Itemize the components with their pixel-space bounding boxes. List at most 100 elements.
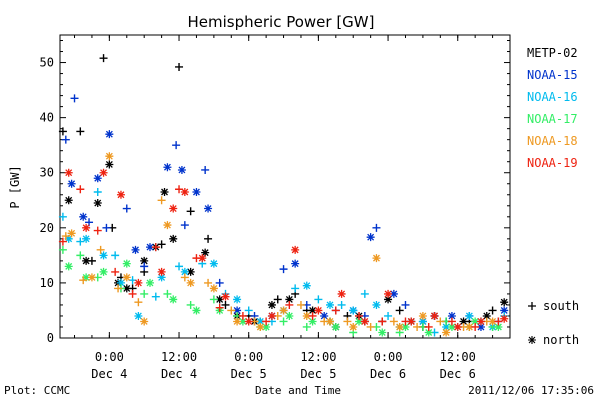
noaa-15-south-point <box>215 278 224 287</box>
noaa-17-north-point <box>262 322 271 331</box>
noaa-17-south-point <box>302 322 311 331</box>
plot-credit: Plot: CCMC <box>4 384 70 397</box>
noaa-15-north-point <box>177 165 186 174</box>
noaa-18-south-point <box>413 322 422 331</box>
noaa-16-north-point <box>302 281 311 290</box>
plot-area <box>59 34 511 339</box>
noaa-15-north-point <box>320 311 329 320</box>
noaa-16-south-point <box>111 251 120 260</box>
x-axis-label: Date and Time <box>255 384 341 397</box>
metp-02-north-point <box>267 300 276 309</box>
noaa-16-north-point <box>82 234 91 243</box>
noaa-19-south-point <box>151 243 160 252</box>
noaa-18-south-point <box>436 317 445 326</box>
metp-02-north-point <box>160 188 169 197</box>
noaa-17-south-point <box>140 289 149 298</box>
metp-02-south-point <box>99 54 108 63</box>
noaa-19-north-point <box>198 254 207 263</box>
x-axis: 0:00 Dec 4 12:00 Dec 4 0:00 Dec 5 12:00 Dec 5 0:… <box>74 35 511 381</box>
noaa-15-north-point <box>93 174 102 183</box>
noaa-16-north-point <box>64 234 73 243</box>
noaa-15-north-point <box>366 233 375 242</box>
noaa-16-north-point <box>418 317 427 326</box>
noaa-19-south-point <box>93 226 102 235</box>
noaa-18-south-point <box>96 245 105 254</box>
metp-02-north-point <box>82 256 91 265</box>
noaa-19-north-point <box>267 311 276 320</box>
noaa-17-north-point <box>169 295 178 304</box>
noaa-16-north-point <box>465 311 474 320</box>
noaa-19-south-point <box>76 185 85 194</box>
noaa-17-south-point <box>58 245 67 254</box>
noaa-16-south-point <box>244 306 253 315</box>
hemisphere-legend: south north <box>528 299 579 347</box>
noaa-19-south-point <box>128 289 137 298</box>
noaa-19-north-point <box>337 289 346 298</box>
metp-02-south-point <box>186 207 195 216</box>
noaa-17-north-point <box>355 317 364 326</box>
noaa-17-north-point <box>146 278 154 287</box>
noaa-18-south-point <box>134 298 143 307</box>
noaa-18-north-point <box>442 328 451 337</box>
noaa-16-south-point <box>58 212 67 221</box>
noaa-17-north-point <box>471 317 480 326</box>
metp-02-north-point <box>186 267 195 276</box>
noaa-19-north-point <box>314 306 323 315</box>
noaa-17-north-point <box>285 311 294 320</box>
noaa-15-south-point <box>70 94 79 103</box>
noaa-17-north-point <box>122 259 131 268</box>
noaa-16-north-point <box>134 311 143 320</box>
metp-02-north-point <box>201 248 210 257</box>
noaa-19-north-point <box>407 317 416 326</box>
noaa-19-south-point <box>378 317 387 326</box>
noaa-16-south-point <box>93 188 102 197</box>
metp-02-south-point <box>488 306 497 315</box>
legend-entry-noaa-17: NOAA-17 <box>527 112 578 126</box>
noaa-15-south-point <box>279 265 288 274</box>
noaa-18-north-point <box>233 317 242 326</box>
noaa-19-north-point <box>384 289 393 298</box>
noaa-19-north-point <box>157 267 166 276</box>
noaa-17-south-point <box>279 317 288 326</box>
noaa-15-north-point <box>131 245 140 254</box>
noaa-19-north-point <box>169 204 178 213</box>
noaa-18-south-point <box>389 317 398 326</box>
metp-02-north-point <box>459 317 468 326</box>
noaa-18-north-point <box>349 322 358 331</box>
noaa-18-north-point <box>140 317 149 326</box>
x-tick-date-label: Dec 5 <box>300 367 336 381</box>
noaa-16-south-point <box>314 295 323 304</box>
y-tick-label: 0 <box>47 331 54 345</box>
noaa-15-north-point <box>500 306 509 315</box>
noaa-16-north-point <box>326 300 334 309</box>
noaa-19-south-point <box>215 303 224 312</box>
metp-02-south-point <box>175 62 184 71</box>
metp-02-north-point <box>140 256 149 265</box>
noaa-15-south-point <box>140 262 149 271</box>
noaa-15-south-point <box>180 221 189 230</box>
noaa-16-north-point <box>233 295 242 304</box>
metp-02-south-point <box>221 300 230 309</box>
metp-02-north-point <box>93 199 102 208</box>
noaa-18-south-point <box>114 284 123 293</box>
legend-entry-noaa-18: NOAA-18 <box>527 134 578 148</box>
noaa-15-south-point <box>61 135 70 144</box>
noaa-17-north-point <box>308 317 317 326</box>
noaa-18-south-point <box>366 322 375 331</box>
noaa-17-north-point <box>82 273 91 282</box>
noaa-18-north-point <box>163 221 172 230</box>
legend-entry-noaa-16: NOAA-16 <box>527 90 578 104</box>
noaa-19-north-point <box>244 317 253 326</box>
noaa-19-north-point <box>64 168 73 177</box>
noaa-17-south-point <box>209 295 218 304</box>
legend-entry-noaa-19: NOAA-19 <box>527 156 578 170</box>
metp-02-north-point <box>169 234 178 243</box>
noaa-18-north-point <box>279 306 288 315</box>
noaa-15-north-point <box>233 306 242 315</box>
noaa-15-north-point <box>204 204 213 213</box>
noaa-17-north-point <box>331 322 340 331</box>
noaa-18-north-point <box>372 254 381 263</box>
noaa-16-south-point <box>337 300 346 309</box>
noaa-19-south-point <box>111 267 120 276</box>
x-tick-label: 12:00 <box>440 350 476 364</box>
